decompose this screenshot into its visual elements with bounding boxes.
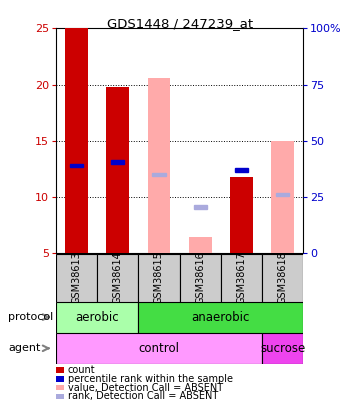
Bar [148,78,170,253]
Bar [230,177,253,253]
Text: value, Detection Call = ABSENT: value, Detection Call = ABSENT [68,383,223,392]
Text: GSM38616: GSM38616 [195,252,205,304]
Bar [97,254,138,302]
Bar [235,168,248,172]
Text: GDS1448 / 247239_at: GDS1448 / 247239_at [108,17,253,30]
Text: sucrose: sucrose [260,342,305,355]
Bar [111,160,125,164]
Bar [189,237,212,253]
Bar [138,302,303,333]
Bar [180,254,221,302]
Bar [65,28,88,253]
Text: GSM38613: GSM38613 [71,252,82,304]
Bar [221,254,262,302]
Bar [138,254,180,302]
Bar [262,333,303,364]
Bar [262,254,303,302]
Bar [56,302,138,333]
Text: agent: agent [8,343,40,353]
Bar [152,173,166,176]
Text: GSM38618: GSM38618 [278,252,288,304]
Bar [271,141,294,253]
Text: count: count [68,365,96,375]
Text: GSM38615: GSM38615 [154,252,164,304]
Text: rank, Detection Call = ABSENT: rank, Detection Call = ABSENT [68,392,218,401]
Text: control: control [139,342,179,355]
Bar [193,205,207,209]
Text: protocol: protocol [8,312,53,322]
Bar [106,87,129,253]
Text: anaerobic: anaerobic [192,311,250,324]
Text: GSM38617: GSM38617 [236,252,247,304]
Bar [276,193,289,196]
Text: aerobic: aerobic [75,311,119,324]
Bar [70,164,83,167]
Text: GSM38614: GSM38614 [113,252,123,304]
Bar [56,254,97,302]
Text: percentile rank within the sample: percentile rank within the sample [68,374,233,384]
Bar [56,333,262,364]
